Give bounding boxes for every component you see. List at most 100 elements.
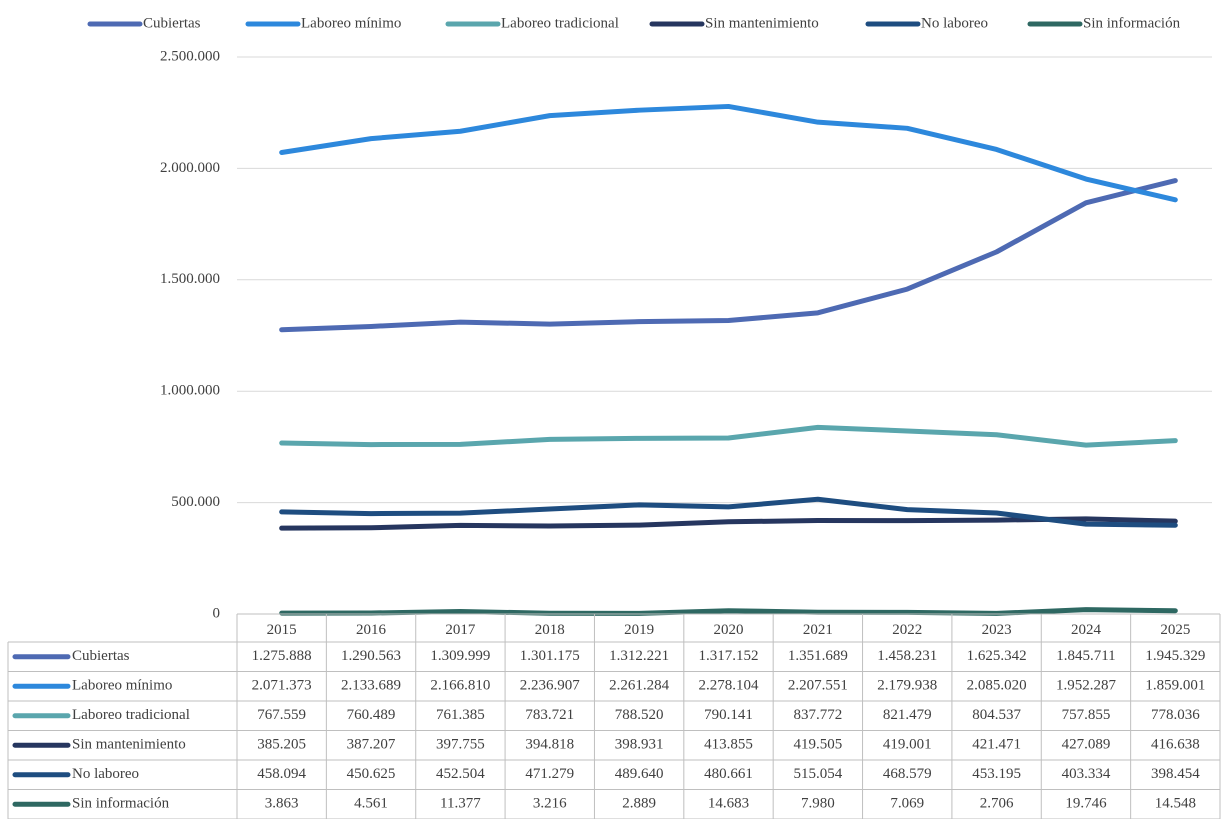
table-cell: 480.661 [704, 766, 753, 782]
x-tick-label: 2023 [982, 622, 1012, 638]
x-tick-label: 2022 [892, 622, 922, 638]
x-tick-label: 2015 [267, 622, 297, 638]
table-cell: 1.301.175 [520, 648, 580, 664]
table-row-label: Laboreo tradicional [72, 707, 190, 723]
y-tick-label: 1.500.000 [160, 271, 220, 287]
table-cell: 1.312.221 [609, 648, 669, 664]
table-cell: 452.504 [436, 766, 485, 782]
table-cell: 804.537 [972, 707, 1021, 723]
table-cell: 14.683 [708, 796, 749, 812]
table-cell: 4.561 [354, 796, 388, 812]
table-cell: 394.818 [525, 737, 574, 753]
table-cell: 398.931 [615, 737, 664, 753]
table-cell: 458.094 [257, 766, 306, 782]
table-cell: 19.746 [1065, 796, 1107, 812]
x-tick-label: 2020 [714, 622, 744, 638]
table-cell: 2.166.810 [430, 678, 490, 694]
legend-label: Laboreo mínimo [301, 15, 401, 31]
table-cell: 757.855 [1062, 707, 1111, 723]
table-cell: 489.640 [615, 766, 664, 782]
x-tick-label: 2024 [1071, 622, 1102, 638]
series-line [282, 106, 1176, 199]
table-cell: 416.638 [1151, 737, 1200, 753]
table-cell: 1.317.152 [699, 648, 759, 664]
table-row-label: Sin mantenimiento [72, 737, 186, 753]
chart: 0 500.000 1.000.000 1.500.000 2.000.000 2.500… [0, 0, 1222, 819]
x-tick-label: 2019 [624, 622, 654, 638]
table-cell: 14.548 [1155, 796, 1196, 812]
table-cell: 427.089 [1062, 737, 1111, 753]
legend-label: No laboreo [921, 15, 988, 31]
table-cell: 413.855 [704, 737, 753, 753]
table-cell: 3.863 [265, 796, 299, 812]
table-cell: 1.845.711 [1056, 648, 1115, 664]
table-cell: 2.207.551 [788, 678, 848, 694]
table-cell: 385.205 [257, 737, 306, 753]
table-cell: 2.085.020 [967, 678, 1027, 694]
table-cell: 1.458.231 [877, 648, 937, 664]
table-cell: 397.755 [436, 737, 485, 753]
table-cell: 468.579 [883, 766, 932, 782]
table-cell: 1.859.001 [1145, 678, 1205, 694]
table-cell: 1.275.888 [252, 648, 312, 664]
series-line [282, 610, 1176, 614]
table-cell: 2.706 [980, 796, 1014, 812]
table-cell: 419.505 [793, 737, 842, 753]
table-cell: 2.071.373 [252, 678, 312, 694]
table-cell: 3.216 [533, 796, 567, 812]
table-cell: 837.772 [793, 707, 842, 723]
table-cell: 790.141 [704, 707, 753, 723]
y-tick-label: 1.000.000 [160, 383, 220, 399]
table-cell: 760.489 [347, 707, 396, 723]
x-tick-label: 2021 [803, 622, 833, 638]
table-cell: 453.195 [972, 766, 1021, 782]
y-tick-label: 0 [213, 605, 221, 621]
x-tick-label: 2025 [1160, 622, 1190, 638]
table-cell: 7.069 [890, 796, 924, 812]
x-tick-label: 2016 [356, 622, 387, 638]
table-cell: 778.036 [1151, 707, 1200, 723]
table-cell: 2.179.938 [877, 678, 937, 694]
table-cell: 783.721 [525, 707, 574, 723]
table-row-label: Cubiertas [72, 648, 130, 664]
series-line [282, 181, 1176, 330]
table-cell: 1.351.689 [788, 648, 848, 664]
y-tick-label: 2.500.000 [160, 48, 220, 64]
table-row-label: Laboreo mínimo [72, 678, 172, 694]
table-cell: 450.625 [347, 766, 396, 782]
table-cell: 2.889 [622, 796, 656, 812]
table-cell: 11.377 [440, 796, 481, 812]
table-cell: 515.054 [793, 766, 842, 782]
table-cell: 2.236.907 [520, 678, 581, 694]
table-cell: 2.261.284 [609, 678, 670, 694]
legend-label: Sin mantenimiento [705, 15, 819, 31]
table-cell: 471.279 [525, 766, 574, 782]
table-cell: 761.385 [436, 707, 485, 723]
table-row-label: Sin información [72, 796, 170, 812]
x-tick-label: 2018 [535, 622, 565, 638]
table-cell: 7.980 [801, 796, 835, 812]
table-cell: 2.133.689 [341, 678, 401, 694]
table-cell: 403.334 [1062, 766, 1111, 782]
legend-label: Laboreo tradicional [501, 15, 619, 31]
table-cell: 387.207 [347, 737, 396, 753]
table-cell: 1.290.563 [341, 648, 401, 664]
y-tick-label: 2.000.000 [160, 160, 220, 176]
table-cell: 1.945.329 [1145, 648, 1205, 664]
legend-label: Sin información [1083, 15, 1181, 31]
table-cell: 419.001 [883, 737, 932, 753]
table-cell: 1.309.999 [430, 648, 490, 664]
series-line [282, 427, 1176, 445]
y-tick-label: 500.000 [171, 494, 220, 510]
x-tick-label: 2017 [445, 622, 476, 638]
table-cell: 2.278.104 [699, 678, 760, 694]
legend-label: Cubiertas [143, 15, 201, 31]
table-cell: 788.520 [615, 707, 664, 723]
table-cell: 398.454 [1151, 766, 1200, 782]
table-cell: 821.479 [883, 707, 932, 723]
table-cell: 767.559 [257, 707, 306, 723]
table-cell: 1.625.342 [967, 648, 1027, 664]
table-row-label: No laboreo [72, 766, 139, 782]
table-cell: 421.471 [972, 737, 1021, 753]
table-cell: 1.952.287 [1056, 678, 1117, 694]
